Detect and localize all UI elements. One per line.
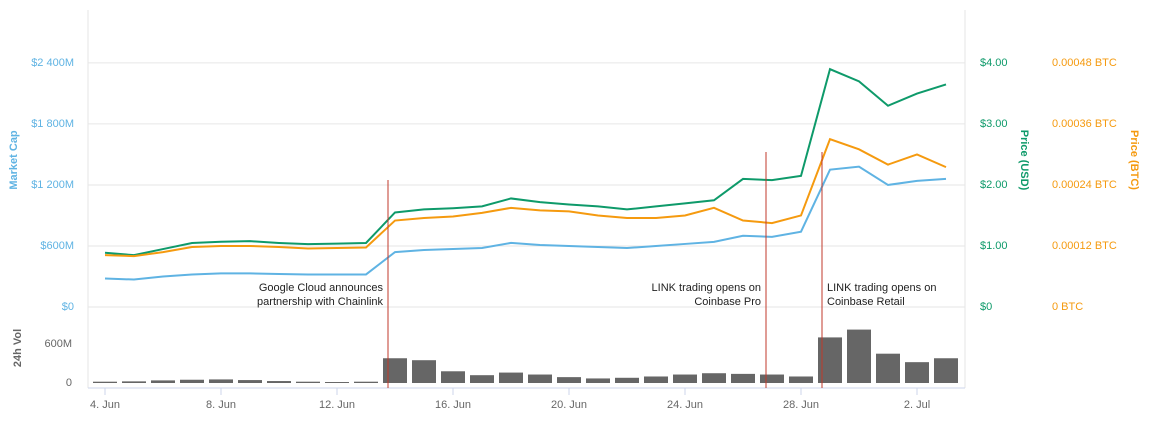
volume-bar xyxy=(238,380,262,383)
volume-bar xyxy=(789,376,813,383)
y-tick-label: $1 200M xyxy=(31,179,74,191)
volume-bar xyxy=(644,376,668,383)
volume-bar xyxy=(354,381,378,383)
x-tick-label: 4. Jun xyxy=(90,399,120,411)
volume-bar xyxy=(151,380,175,383)
x-tick-label: 28. Jun xyxy=(783,399,819,411)
volume-bar xyxy=(557,377,581,383)
y-tick-label: $2 400M xyxy=(31,57,74,69)
volume-bar xyxy=(586,378,610,383)
volume-bar xyxy=(325,382,349,383)
volume-bar xyxy=(876,353,900,383)
y2-axis-title: Price (USD) xyxy=(1018,130,1030,191)
y2-tick-label: $2.00 xyxy=(980,179,1008,191)
price-line xyxy=(104,137,947,258)
volume-bar xyxy=(470,375,494,383)
annotation-text: Google Cloud announces xyxy=(259,282,384,294)
y3-tick-label: 0.00012 BTC xyxy=(1052,240,1117,252)
vol-tick-label: 0 xyxy=(66,377,72,389)
annotation-text: Coinbase Retail xyxy=(827,296,905,308)
price-line xyxy=(104,67,947,257)
volume-bar xyxy=(847,329,871,383)
annotation-text: partnership with Chainlink xyxy=(257,296,383,308)
volume-bar xyxy=(296,381,320,383)
volume-bar xyxy=(441,371,465,383)
volume-bar xyxy=(122,381,146,383)
y3-tick-label: 0.00036 BTC xyxy=(1052,118,1117,130)
y-axis-title: Market Cap xyxy=(8,130,20,190)
x-tick-label: 12. Jun xyxy=(319,399,355,411)
x-tick-label: 20. Jun xyxy=(551,399,587,411)
annotation-text: LINK trading opens on xyxy=(827,282,936,294)
volume-bar xyxy=(760,374,784,383)
x-tick-label: 16. Jun xyxy=(435,399,471,411)
x-tick-label: 8. Jun xyxy=(206,399,236,411)
volume-bar xyxy=(905,362,929,383)
volume-bar xyxy=(731,373,755,383)
volume-bar xyxy=(209,379,233,383)
price-line xyxy=(104,165,947,281)
y3-axis-title: Price (BTC) xyxy=(1128,130,1140,190)
y3-tick-label: 0.00048 BTC xyxy=(1052,57,1117,69)
y2-tick-label: $1.00 xyxy=(980,240,1008,252)
volume-bar xyxy=(180,379,204,383)
annotation-text: Coinbase Pro xyxy=(694,296,761,308)
x-tick-label: 2. Jul xyxy=(904,399,930,411)
volume-bar xyxy=(93,381,117,383)
y-tick-label: $1 800M xyxy=(31,118,74,130)
volume-bar xyxy=(615,377,639,383)
y3-tick-label: 0.00024 BTC xyxy=(1052,179,1117,191)
x-tick-label: 24. Jun xyxy=(667,399,703,411)
vol-tick-label: 600M xyxy=(44,338,72,350)
volume-bar xyxy=(499,372,523,383)
annotation-text: LINK trading opens on xyxy=(652,282,761,294)
volume-bar xyxy=(267,381,291,383)
vol-axis-title: 24h Vol xyxy=(12,329,24,367)
y2-tick-label: $0 xyxy=(980,301,992,313)
y2-tick-label: $4.00 xyxy=(980,57,1008,69)
y2-tick-label: $3.00 xyxy=(980,118,1008,130)
y-tick-label: $0 xyxy=(62,301,74,313)
volume-bar xyxy=(412,360,436,383)
y3-tick-label: 0 BTC xyxy=(1052,301,1083,313)
volume-bar xyxy=(673,374,697,383)
volume-bar xyxy=(528,374,552,383)
volume-bar xyxy=(934,358,958,383)
volume-bar xyxy=(383,358,407,383)
y-tick-label: $600M xyxy=(40,240,74,252)
volume-bar xyxy=(702,373,726,383)
